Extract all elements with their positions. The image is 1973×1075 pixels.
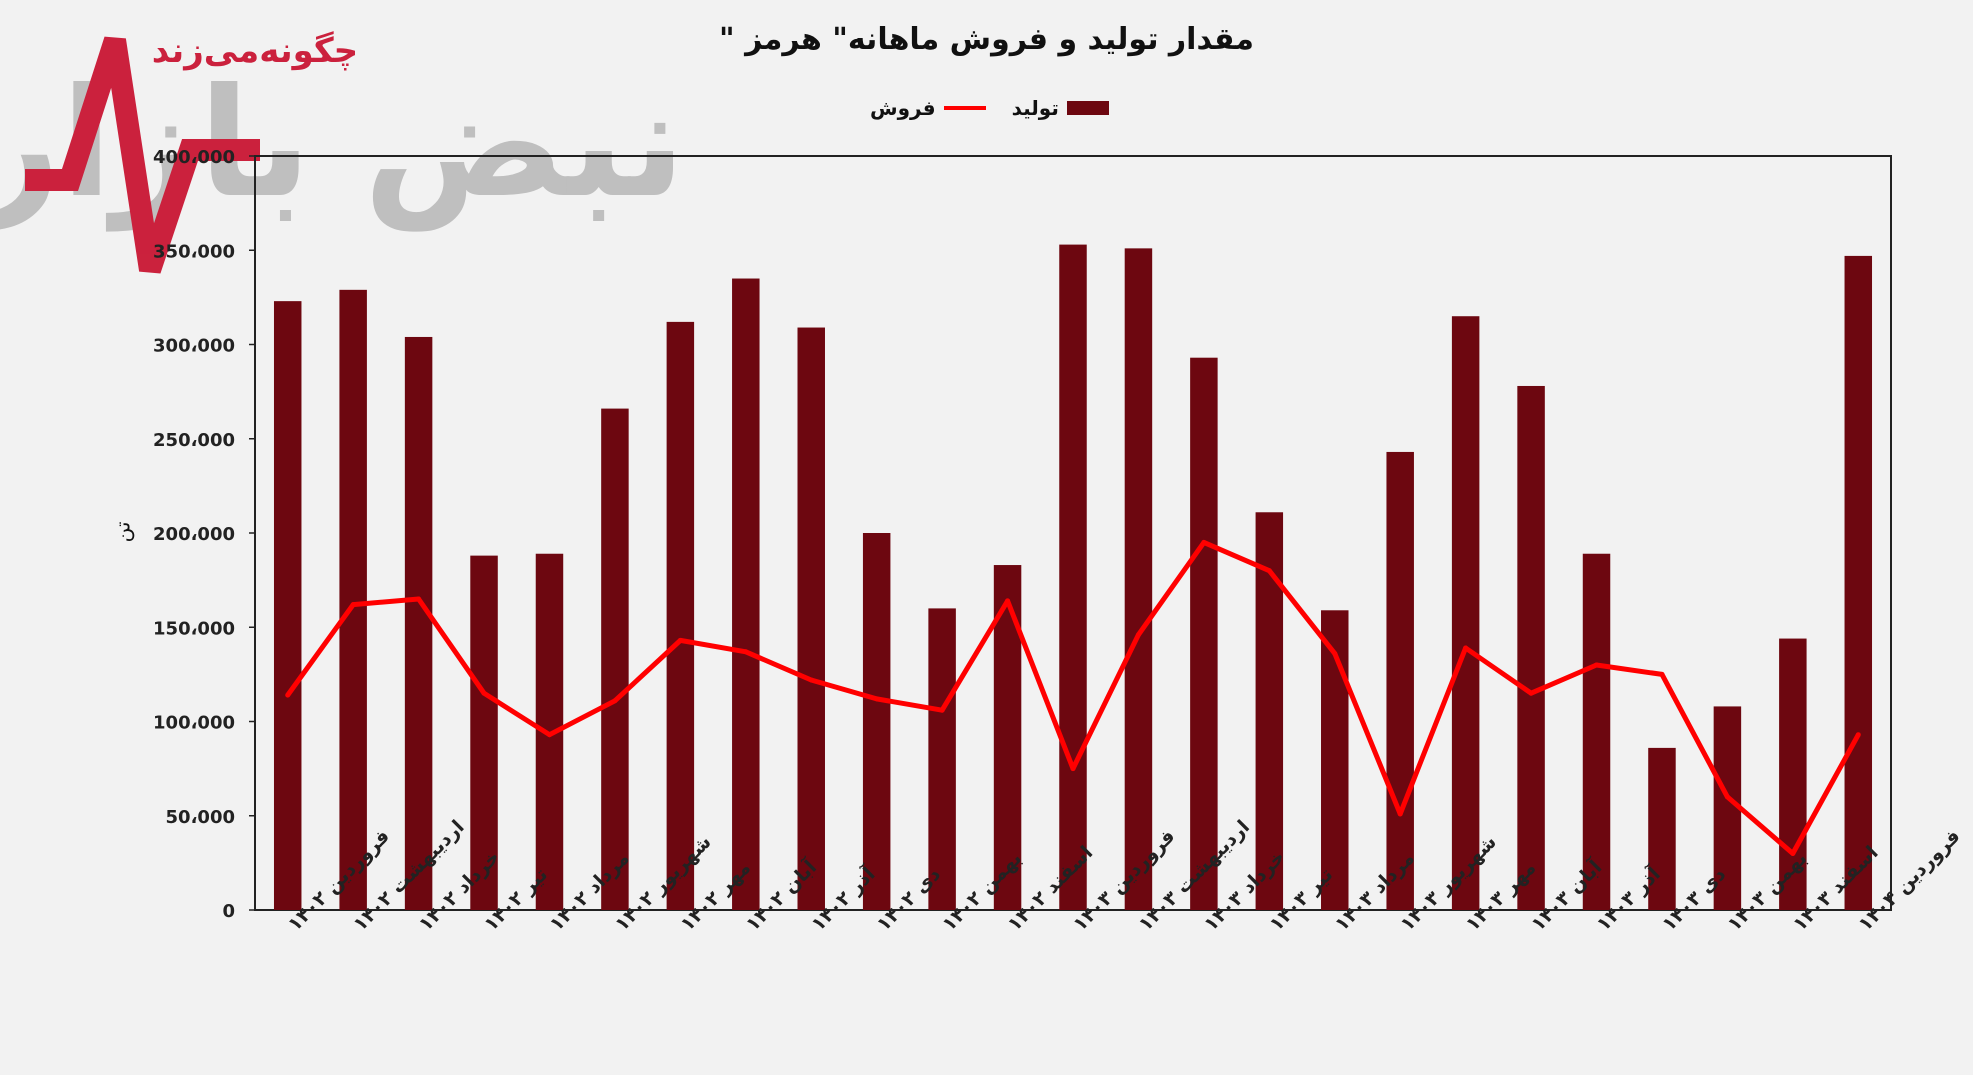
y-tick-label: 300،000 (153, 336, 235, 357)
bar (1321, 610, 1349, 910)
line-point (1397, 811, 1403, 817)
bar (1779, 638, 1807, 910)
bar-series (273, 244, 1873, 911)
bar (1124, 248, 1153, 911)
y-axis: 0 50،000 100،000 150،000 200،000 250،000 300،0… (153, 147, 255, 922)
bar (339, 289, 367, 911)
y-tick-label: 200،000 (153, 524, 235, 545)
legend-swatch-production (1066, 101, 1109, 115)
bar (404, 336, 433, 911)
line-point (1790, 850, 1796, 856)
bar (1059, 244, 1087, 911)
line-point (1201, 539, 1207, 545)
line-point (1266, 568, 1272, 574)
line-point (546, 732, 552, 738)
line-point (939, 707, 945, 713)
bar (862, 533, 891, 910)
watermark-logo: چگونه‌می‌زند نبض بازار (0, 31, 686, 274)
legend-swatch-sales (943, 106, 986, 110)
line-point (743, 649, 749, 655)
line-point (481, 690, 487, 696)
legend-label-production: تولید (1011, 96, 1059, 120)
line-point (874, 696, 880, 702)
watermark-tagline: چگونه‌می‌زند (152, 31, 358, 71)
y-tick-label: 150،000 (153, 618, 235, 639)
line-point (416, 596, 422, 602)
y-tick-label: 250،000 (153, 430, 235, 451)
legend-item-production: تولید (1012, 96, 1109, 120)
bar (797, 327, 825, 910)
y-axis-label: تن (110, 521, 135, 543)
legend: تولید فروش (870, 96, 1109, 120)
bar (1844, 255, 1873, 910)
y-tick-label: 100،000 (153, 713, 235, 734)
line-point (1332, 651, 1338, 657)
bar (928, 608, 956, 910)
legend-item-sales: فروش (870, 96, 986, 120)
line-point (612, 698, 618, 704)
legend-label-sales: فروش (870, 96, 936, 120)
line-point (677, 637, 683, 643)
bar (470, 555, 498, 910)
line-point (1070, 766, 1076, 772)
line-point (1724, 794, 1730, 800)
line-point (1135, 632, 1141, 638)
line-point (1659, 671, 1665, 677)
line-point (808, 677, 814, 683)
line-point (285, 692, 291, 698)
line-point (1463, 645, 1469, 651)
line-point (1594, 662, 1600, 668)
line-point (350, 602, 356, 608)
bar (666, 321, 695, 910)
y-tick-label: 50،000 (166, 807, 235, 828)
line-point (1855, 732, 1861, 738)
pulse-line-icon (25, 36, 260, 274)
line-point (1528, 690, 1534, 696)
bar (601, 408, 629, 910)
bar (1713, 706, 1742, 910)
bar (1190, 357, 1218, 910)
line-series (285, 539, 1861, 856)
bar (1582, 553, 1611, 910)
bar (1517, 385, 1545, 911)
y-tick-label: 350،000 (153, 241, 235, 262)
bar (1386, 451, 1414, 910)
bar (732, 278, 760, 910)
chart-title: مقدار تولید و فروش ماهانه" هرمز " (719, 22, 1254, 57)
y-tick-label: 400،000 (153, 147, 235, 168)
line-point (1005, 598, 1011, 604)
y-tick-label: 0 (222, 901, 235, 922)
bar (1648, 747, 1676, 910)
bar (1451, 316, 1480, 911)
bar (273, 301, 302, 910)
